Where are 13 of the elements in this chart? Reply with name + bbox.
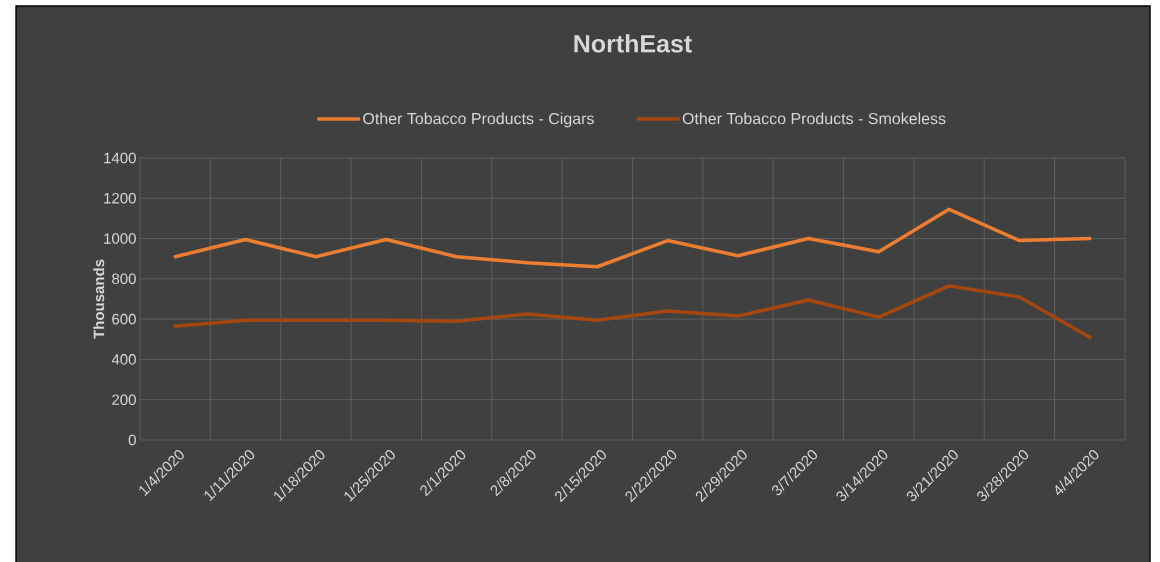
y-axis-title: Thousands — [93, 259, 105, 339]
y-tick-label: 200 — [112, 394, 136, 406]
y-tick-label: 1400 — [104, 152, 136, 164]
y-tick-label: 1200 — [104, 192, 136, 204]
legend-label: Other Tobacco Products - Cigars — [363, 112, 594, 128]
y-tick-label: 0 — [128, 434, 136, 446]
legend-label: Other Tobacco Products - Smokeless — [682, 112, 946, 125]
y-tick-label: 600 — [112, 313, 136, 325]
y-tick-label: 400 — [111, 354, 136, 365]
chart-title: NorthEast — [574, 34, 692, 53]
y-tick-label: 800 — [112, 273, 136, 285]
line-series — [173, 207, 1092, 269]
y-tick-label: 1000 — [104, 233, 136, 244]
